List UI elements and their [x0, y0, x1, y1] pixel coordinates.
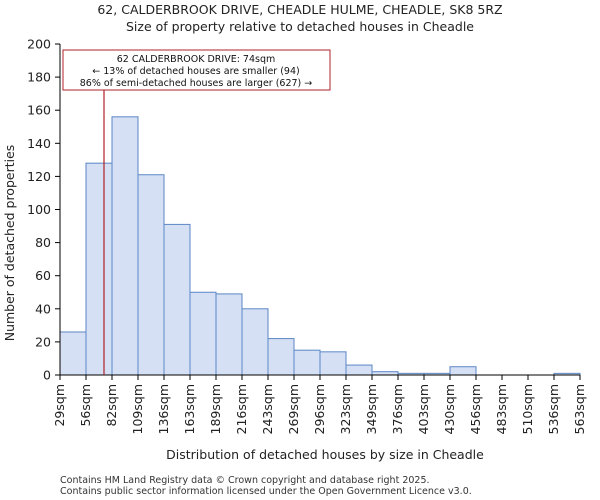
annotation-box: 62 CALDERBROOK DRIVE: 74sqm ← 13% of det…	[62, 49, 331, 91]
y-tick-label: 120	[27, 169, 51, 184]
bar	[189, 291, 217, 376]
y-tick-label: 140	[27, 136, 51, 151]
y-tick-label: 40	[35, 301, 51, 316]
x-tick-label: 483sqm	[494, 384, 509, 434]
x-tick-label: 216sqm	[234, 384, 249, 434]
annotation-line-1: 62 CALDERBROOK DRIVE: 74sqm	[117, 54, 276, 65]
footer-line-2: Contains public sector information licen…	[60, 486, 472, 497]
y-tick-label: 20	[35, 334, 51, 349]
bar	[319, 351, 347, 376]
bar	[345, 364, 373, 376]
x-tick-label: 243sqm	[260, 384, 275, 434]
x-tick-label: 189sqm	[208, 384, 223, 434]
x-tick-label: 403sqm	[416, 384, 431, 434]
x-tick-label: 56sqm	[78, 384, 93, 427]
annotation-line-2: ← 13% of detached houses are smaller (94…	[92, 66, 299, 77]
x-tick-label: 109sqm	[130, 384, 145, 434]
chart-subtitle: Size of property relative to detached ho…	[126, 19, 474, 34]
y-tick-label: 60	[35, 268, 51, 283]
x-tick-label: 82sqm	[104, 384, 119, 427]
y-tick-label: 100	[27, 202, 51, 217]
x-tick-label: 510sqm	[520, 384, 535, 434]
x-tick-label: 269sqm	[286, 384, 301, 434]
bar	[449, 366, 477, 376]
x-tick-label: 563sqm	[572, 384, 587, 434]
bar	[215, 293, 243, 376]
y-tick-label: 0	[43, 368, 51, 383]
bar	[241, 308, 269, 376]
x-tick-label: 430sqm	[442, 384, 457, 434]
x-tick-label: 136sqm	[156, 384, 171, 434]
chart-title: 62, CALDERBROOK DRIVE, CHEADLE HULME, CH…	[97, 2, 502, 17]
x-tick-label: 536sqm	[546, 384, 561, 434]
y-tick-label: 200	[27, 37, 51, 52]
y-tick-label: 80	[35, 235, 51, 250]
bars	[59, 116, 581, 376]
x-axis-ticks: 29sqm 56sqm 82sqm 109sqm 136sqm 163sqm 189sqm 2…	[52, 375, 587, 434]
annotation-line-3: 86% of semi-detached houses are larger (…	[80, 78, 313, 89]
bar	[267, 338, 295, 376]
x-tick-label: 323sqm	[338, 384, 353, 434]
x-tick-label: 376sqm	[390, 384, 405, 434]
x-axis-label: Distribution of detached houses by size …	[166, 447, 484, 462]
bar	[137, 174, 165, 376]
bar	[163, 223, 191, 376]
y-tick-label: 160	[27, 103, 51, 118]
x-tick-label: 296sqm	[312, 384, 327, 434]
bar	[293, 349, 321, 376]
x-tick-label: 163sqm	[182, 384, 197, 434]
footer-line-1: Contains HM Land Registry data © Crown c…	[60, 475, 430, 486]
y-axis-ticks: 0 20 40 60 80 100 120 140 160 180 200	[27, 37, 60, 383]
bar	[111, 116, 139, 376]
y-tick-label: 180	[27, 70, 51, 85]
bar	[59, 331, 87, 376]
x-tick-label: 349sqm	[364, 384, 379, 434]
y-axis-label: Number of detached properties	[2, 145, 17, 342]
x-tick-label: 29sqm	[52, 384, 67, 427]
bar	[85, 162, 113, 376]
x-tick-label: 456sqm	[468, 384, 483, 434]
